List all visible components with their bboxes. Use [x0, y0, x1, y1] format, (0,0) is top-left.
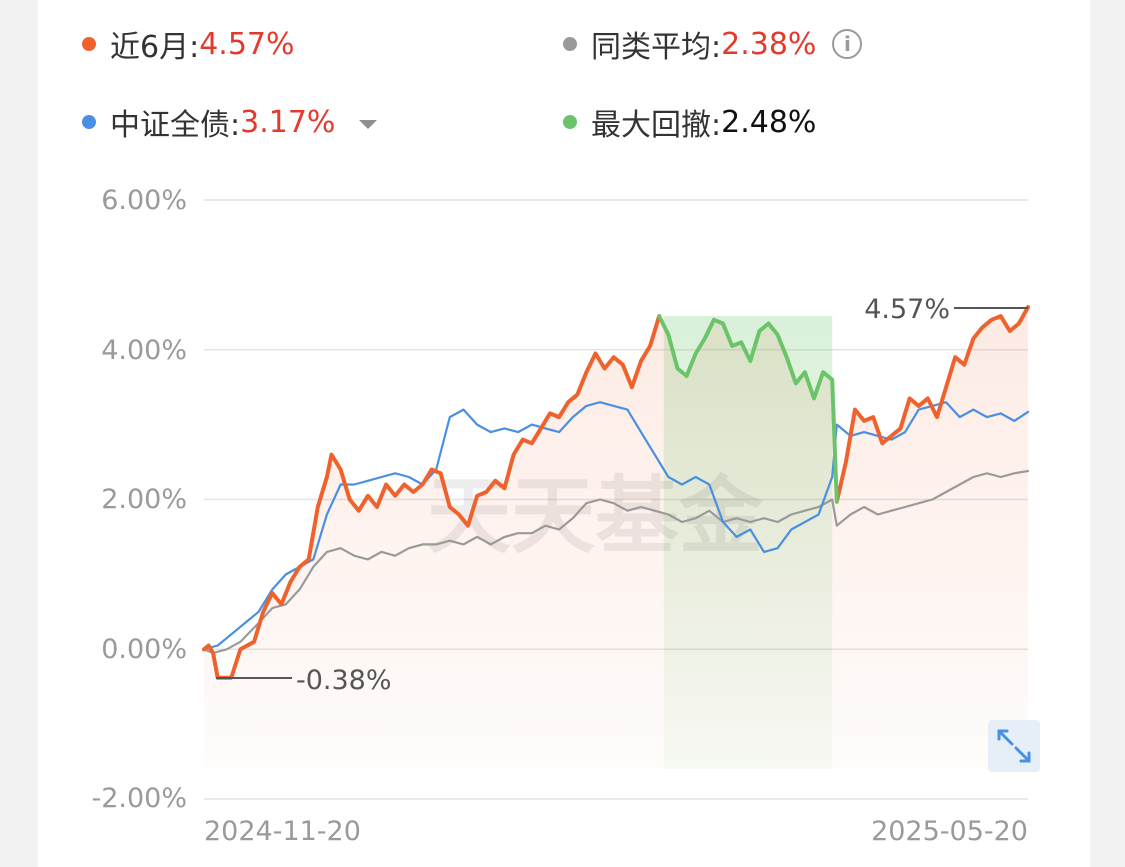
legend-fund-label: 近6月:	[110, 30, 200, 65]
legend-peer-label: 同类平均:	[591, 30, 722, 65]
drawdown-band	[663, 316, 833, 769]
legend-index-value: 3.17%	[240, 104, 336, 140]
min-annotation: -0.38%	[296, 665, 392, 696]
y-tick-label: 4.00%	[101, 335, 187, 366]
y-tick-label: 2.00%	[101, 484, 187, 515]
legend-drawdown-value: 2.48%	[721, 104, 817, 140]
x-tick-start: 2024-11-20	[204, 816, 361, 847]
legend-fund-value: 4.57%	[199, 26, 295, 62]
info-icon[interactable]: i	[832, 29, 863, 59]
legend-fund-dot	[82, 37, 96, 51]
fund-line-recovery	[834, 305, 1030, 504]
x-tick-end: 2025-05-20	[871, 816, 1028, 847]
max-annotation: 4.57%	[864, 294, 950, 325]
legend-index-label: 中证全债:	[110, 108, 241, 143]
legend-peer-value: 2.38%	[721, 26, 817, 62]
legend-index[interactable]: 中证全债: 3.17%	[82, 100, 378, 144]
y-tick-label: 0.00%	[101, 634, 187, 665]
legend-drawdown-label: 最大回撤:	[591, 108, 722, 143]
expand-button[interactable]	[988, 720, 1040, 772]
y-tick-label: -2.00%	[91, 783, 187, 814]
legend-drawdown[interactable]: 最大回撤: 2.48%	[563, 100, 816, 144]
legend-peer[interactable]: 同类平均: 2.38% i	[563, 22, 863, 66]
peer-average-line	[202, 469, 1030, 655]
legend-fund[interactable]: 近6月: 4.57%	[82, 22, 295, 66]
drawdown-line	[657, 314, 839, 504]
fund-line	[202, 314, 662, 680]
y-tick-label: 6.00%	[101, 185, 187, 216]
legend-index-dot	[82, 115, 96, 129]
legend-peer-dot	[563, 37, 577, 51]
legend-drawdown-dot	[563, 115, 577, 129]
caret-down-icon[interactable]	[359, 119, 378, 129]
expand-icon	[997, 729, 1031, 763]
chart-watermark: 天天基金	[427, 467, 764, 565]
